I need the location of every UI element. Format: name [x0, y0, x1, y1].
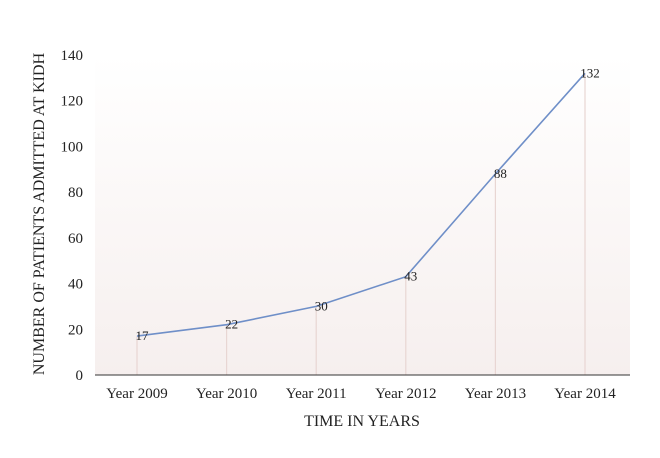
y-axis-title: NUMBER OF PATIENTS ADMITTED AT KIDH: [31, 52, 48, 375]
x-axis-ticks: Year 2009 Year 2010 Year 2011 Year 2012 Year…: [106, 386, 616, 402]
drop-lines: [136, 73, 586, 375]
data-label: 22: [225, 317, 238, 332]
x-tick-label: Year 2010: [196, 386, 257, 402]
data-label: 17: [136, 328, 150, 343]
x-tick-label: Year 2011: [286, 386, 347, 402]
series-line: [136, 72, 586, 337]
x-tick-label: Year 2012: [375, 386, 436, 402]
data-labels: 17 22 30 43 88 132: [136, 65, 600, 343]
y-tick-label: 120: [61, 94, 84, 110]
data-label: 132: [580, 65, 600, 80]
y-tick-label: 20: [68, 322, 83, 338]
y-tick-label: 80: [68, 185, 83, 201]
data-label: 88: [494, 166, 507, 181]
data-label: 30: [315, 298, 328, 313]
y-tick-label: 100: [61, 139, 84, 155]
y-tick-label: 140: [61, 48, 84, 64]
y-tick-label: 60: [68, 231, 83, 247]
x-tick-label: Year 2014: [554, 386, 616, 402]
y-axis-ticks: 0 20 40 60 80 100 120 140: [61, 48, 84, 384]
x-axis-title: TIME IN YEARS: [304, 413, 420, 430]
plot-area: [95, 55, 630, 375]
x-tick-label: Year 2009: [106, 386, 167, 402]
data-label: 43: [404, 269, 417, 284]
x-tick-label: Year 2013: [465, 386, 526, 402]
y-tick-label: 0: [76, 368, 84, 384]
y-tick-label: 40: [68, 277, 83, 293]
